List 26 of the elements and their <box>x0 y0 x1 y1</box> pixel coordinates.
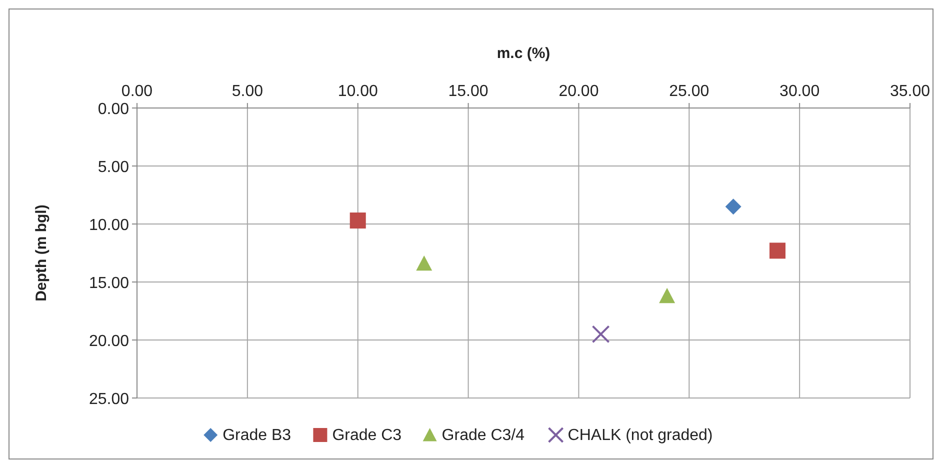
x-tick-label: 10.00 <box>338 83 378 100</box>
point <box>416 255 432 271</box>
point <box>725 198 742 215</box>
y-tick-label: 25.00 <box>88 391 130 408</box>
x-tick-label: 15.00 <box>448 83 488 100</box>
x-tick-label: 25.00 <box>669 83 710 100</box>
y-tick-label: 20.00 <box>88 333 130 350</box>
legend-label: Grade C3/4 <box>442 427 525 444</box>
y-tick-label: 10.00 <box>88 217 130 234</box>
legend-label: CHALK (not graded) <box>568 427 713 444</box>
x-tick-label: 30.00 <box>780 83 820 100</box>
x-tick-label: 0.00 <box>121 83 153 100</box>
point <box>350 212 366 229</box>
point <box>769 242 786 259</box>
y-tick-label: 5.00 <box>98 159 130 176</box>
x-tick-label: 20.00 <box>558 83 599 100</box>
y-axis-title: Depth (m bgl) <box>33 204 50 302</box>
x-tick-label: 5.00 <box>232 83 264 100</box>
legend-label: Grade B3 <box>222 427 292 444</box>
point <box>592 325 610 344</box>
x-axis-title: m.c (%) <box>496 45 550 62</box>
legend-label: Grade C3 <box>332 427 402 444</box>
x-tick-label: 35.00 <box>890 83 930 100</box>
y-tick-label: 15.00 <box>88 275 130 292</box>
point <box>659 288 676 304</box>
y-tick-label: 0.00 <box>98 101 130 118</box>
